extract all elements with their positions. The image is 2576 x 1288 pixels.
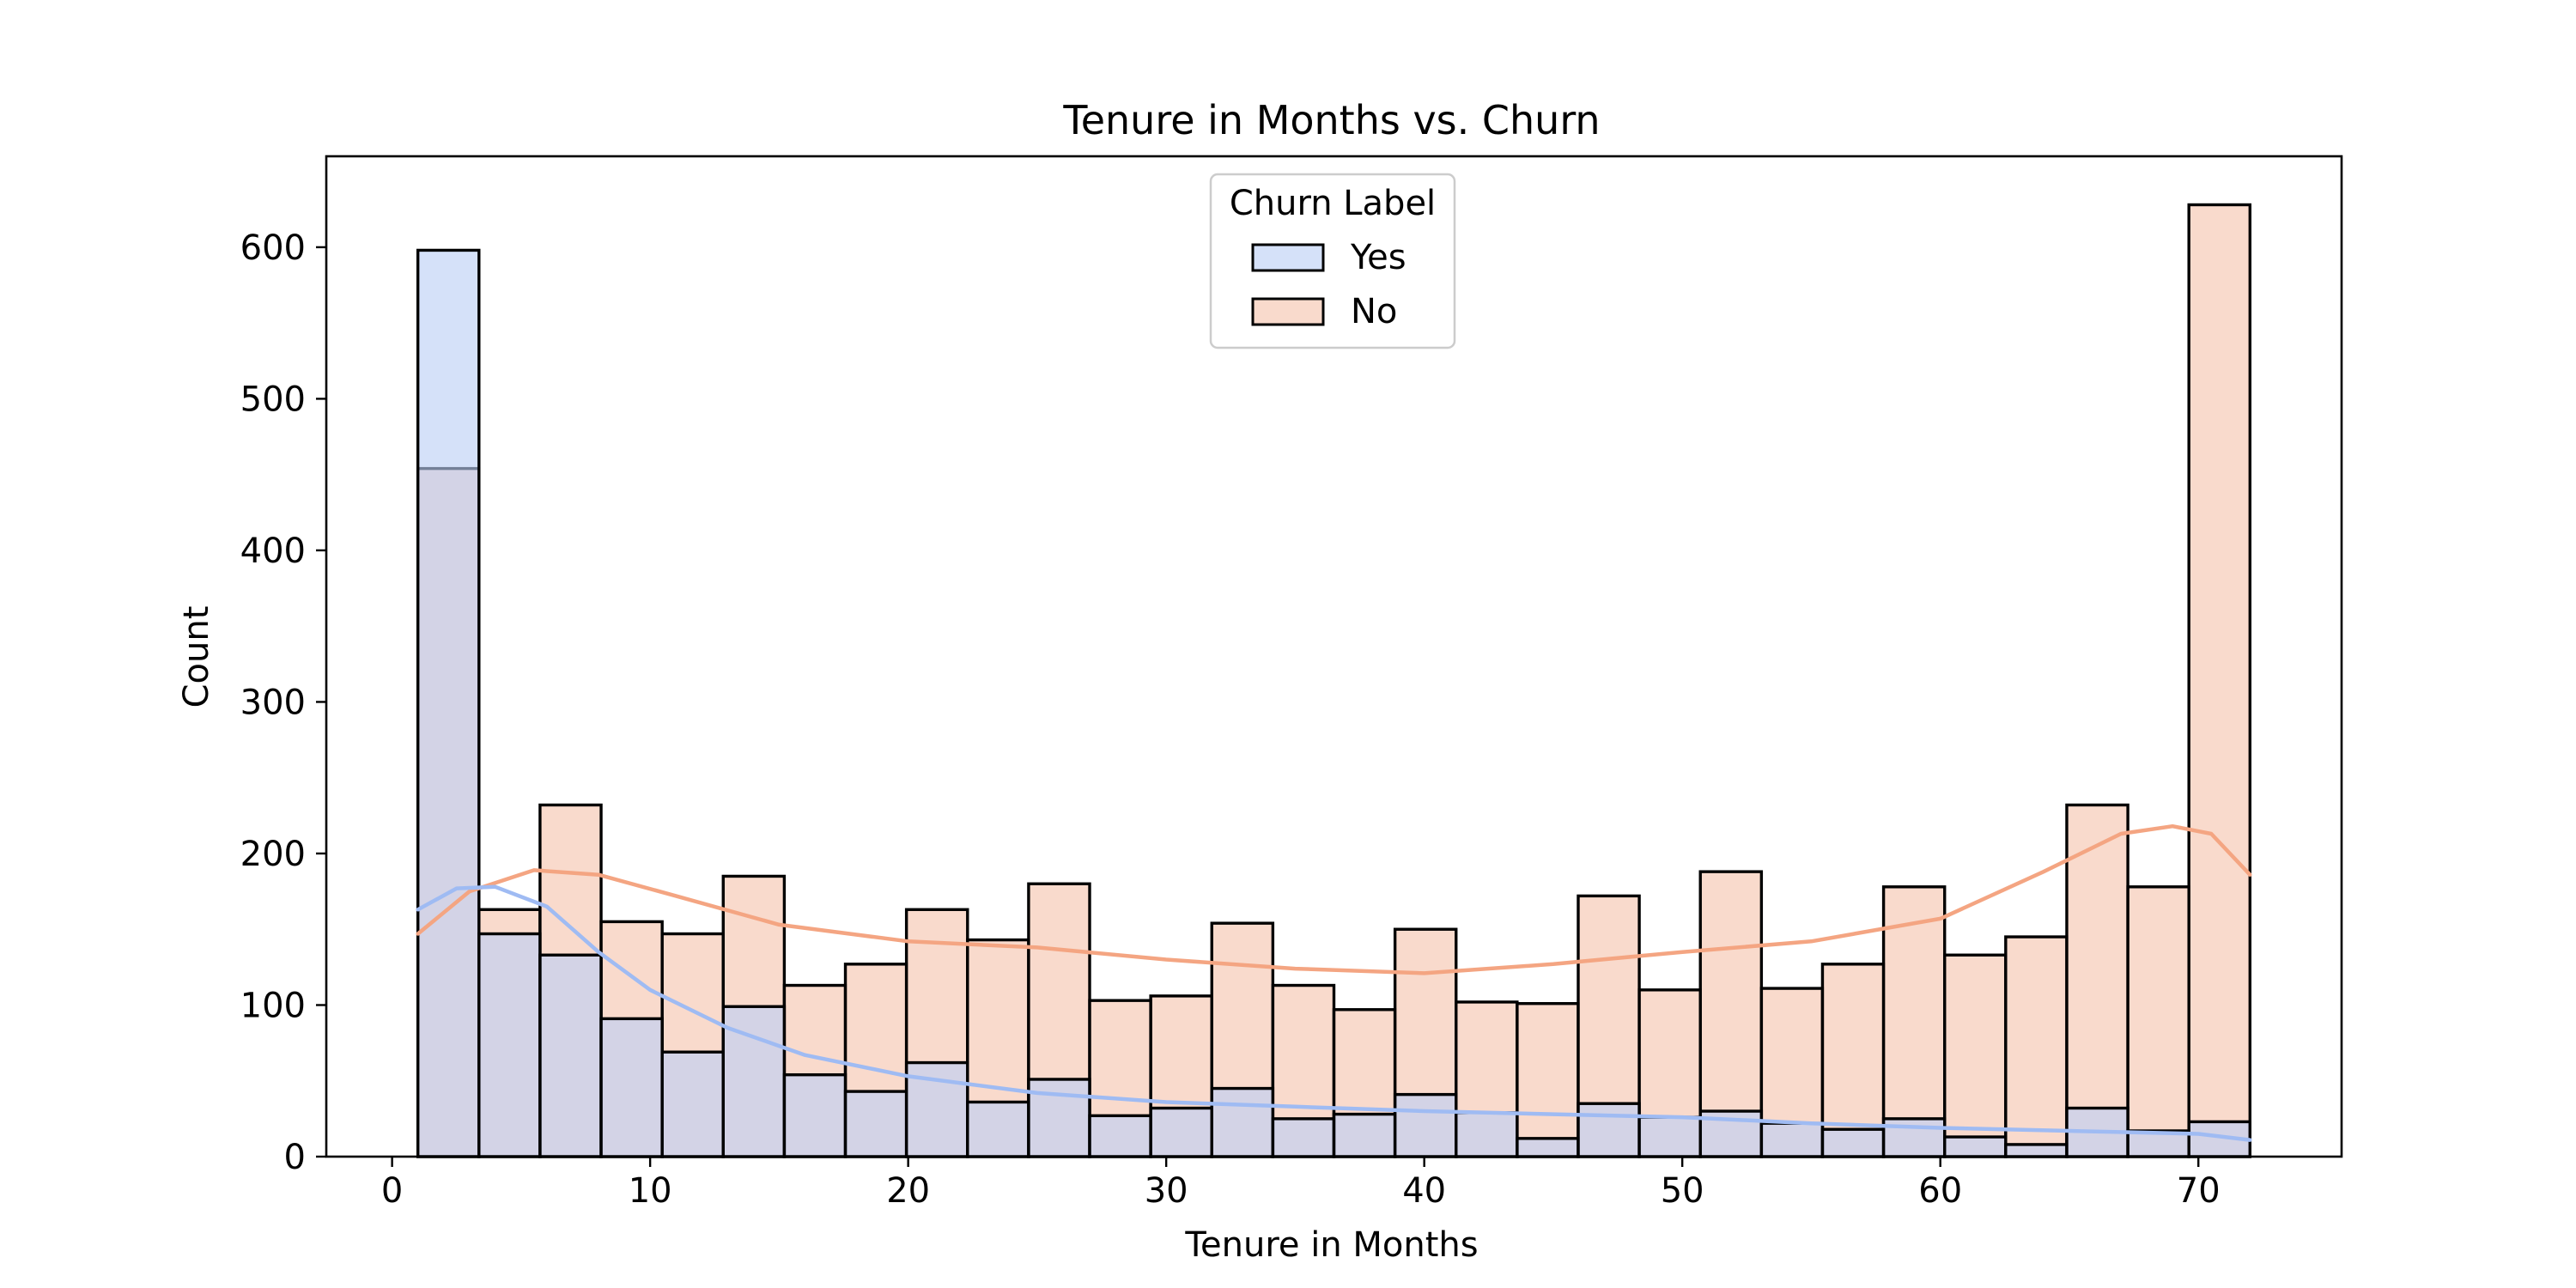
x-tick-label-60: 60 xyxy=(1918,1171,1962,1211)
plot-frame xyxy=(325,155,2343,1158)
no-bar-28 xyxy=(2126,885,2190,1158)
yes-bar-0 xyxy=(416,248,481,1158)
yes-bar-16 xyxy=(1393,1092,1458,1158)
legend-title: Churn Label xyxy=(1230,184,1436,223)
yes-bar-14 xyxy=(1271,1117,1336,1158)
no-bar-21 xyxy=(1698,870,1764,1158)
x-tick-label-50: 50 xyxy=(1661,1171,1704,1211)
no-bar-26 xyxy=(2004,935,2069,1158)
y-axis-label: Count xyxy=(177,606,216,708)
y-tick-label-0: 0 xyxy=(284,1138,306,1177)
yes-bar-11 xyxy=(1088,1114,1152,1158)
legend-label-no: No xyxy=(1351,292,1397,331)
kde-line-no xyxy=(416,823,2252,975)
yes-bar-20 xyxy=(1637,1115,1702,1158)
y-tick-label-500: 500 xyxy=(240,380,306,419)
y-tick-label-200: 200 xyxy=(240,835,306,874)
yes-bar-13 xyxy=(1210,1086,1275,1158)
yes-bar-19 xyxy=(1577,1102,1641,1158)
y-tick-label-400: 400 xyxy=(240,532,306,571)
x-tick-label-70: 70 xyxy=(2177,1171,2221,1211)
yes-bar-22 xyxy=(1759,1121,1825,1158)
yes-bar-12 xyxy=(1149,1106,1213,1158)
y-tick-label-300: 300 xyxy=(240,683,306,722)
x-tick-label-20: 20 xyxy=(886,1171,930,1211)
x-axis-label: Tenure in Months xyxy=(1184,1225,1478,1265)
legend: Churn Label Yes No xyxy=(1209,173,1456,349)
x-tick-label-0: 0 xyxy=(381,1171,403,1211)
x-tick-label-40: 40 xyxy=(1402,1171,1446,1211)
kde-curves xyxy=(416,823,2252,1142)
no-bar-29 xyxy=(2187,203,2252,1158)
yes-bar-7 xyxy=(843,1090,908,1158)
yes-bar-1 xyxy=(477,932,542,1158)
yes-bar-3 xyxy=(599,1017,664,1158)
kde-line-yes xyxy=(416,884,2252,1142)
yes-bar-6 xyxy=(782,1072,848,1158)
yes-bar-10 xyxy=(1027,1078,1091,1158)
yes-bar-23 xyxy=(1820,1127,1886,1158)
legend-swatch-no xyxy=(1251,297,1325,326)
yes-bar-2 xyxy=(538,953,603,1158)
yes-bar-18 xyxy=(1516,1137,1580,1158)
y-tick-label-100: 100 xyxy=(240,986,306,1025)
yes-bar-17 xyxy=(1455,1111,1519,1158)
no-bar-27 xyxy=(2065,803,2129,1158)
x-tick-label-30: 30 xyxy=(1145,1171,1188,1211)
legend-label-yes: Yes xyxy=(1350,238,1406,277)
yes-bar-25 xyxy=(1943,1135,2008,1158)
yes-bar-9 xyxy=(966,1100,1030,1158)
series-yes-bars xyxy=(416,248,2252,1158)
chart-title: Tenure in Months vs. Churn xyxy=(1062,97,1600,143)
legend-swatch-yes xyxy=(1251,243,1325,272)
x-tick-label-10: 10 xyxy=(629,1171,672,1211)
no-bar-18 xyxy=(1516,1002,1580,1158)
yes-bar-4 xyxy=(660,1050,725,1158)
yes-bar-26 xyxy=(2004,1143,2069,1158)
y-tick-label-600: 600 xyxy=(240,228,306,268)
yes-bar-15 xyxy=(1332,1112,1397,1158)
no-bar-23 xyxy=(1820,963,1886,1158)
axes: 0 10 20 30 40 50 60 70 0 100 200 300 400 500 600 xyxy=(240,155,2343,1211)
